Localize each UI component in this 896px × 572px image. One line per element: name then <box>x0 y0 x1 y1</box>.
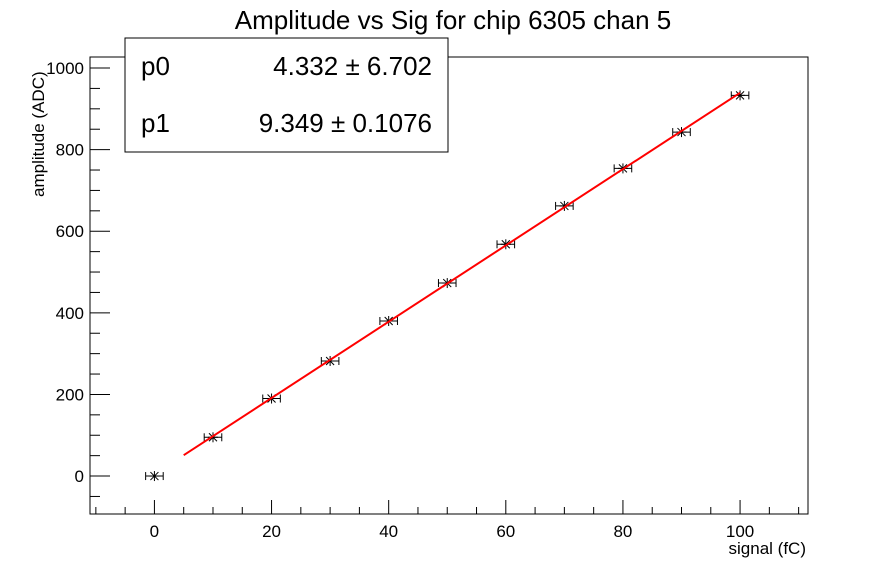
x-tick-label: 60 <box>496 522 515 541</box>
y-tick-label: 200 <box>56 385 84 404</box>
marker-stroke <box>735 91 745 100</box>
x-tick-label: 40 <box>379 522 398 541</box>
fit-line <box>183 91 741 457</box>
stats-value: 9.349 ± 0.1076 <box>259 108 432 138</box>
marker-stroke <box>150 471 159 481</box>
y-tick-label: 400 <box>56 304 84 323</box>
plot-frame <box>89 56 809 515</box>
stats-box <box>124 37 449 153</box>
stats-value: 4.332 ± 6.702 <box>273 51 432 81</box>
y-tick-label: 800 <box>56 141 84 160</box>
x-tick-label: 20 <box>262 522 281 541</box>
x-tick-label: 80 <box>613 522 632 541</box>
y-axis-label: amplitude (ADC) <box>29 71 48 197</box>
x-tick-label: 0 <box>150 522 159 541</box>
data-point <box>149 471 160 482</box>
x-tick-label: 100 <box>726 522 754 541</box>
stats-name: p1 <box>141 108 170 138</box>
stats-name: p0 <box>141 51 170 81</box>
x-axis-label: signal (fC) <box>729 539 806 558</box>
y-tick-label: 600 <box>56 222 84 241</box>
y-tick-label: 1000 <box>46 59 84 78</box>
chart-title: Amplitude vs Sig for chip 6305 chan 5 <box>235 5 671 35</box>
y-tick-label: 0 <box>75 467 84 486</box>
